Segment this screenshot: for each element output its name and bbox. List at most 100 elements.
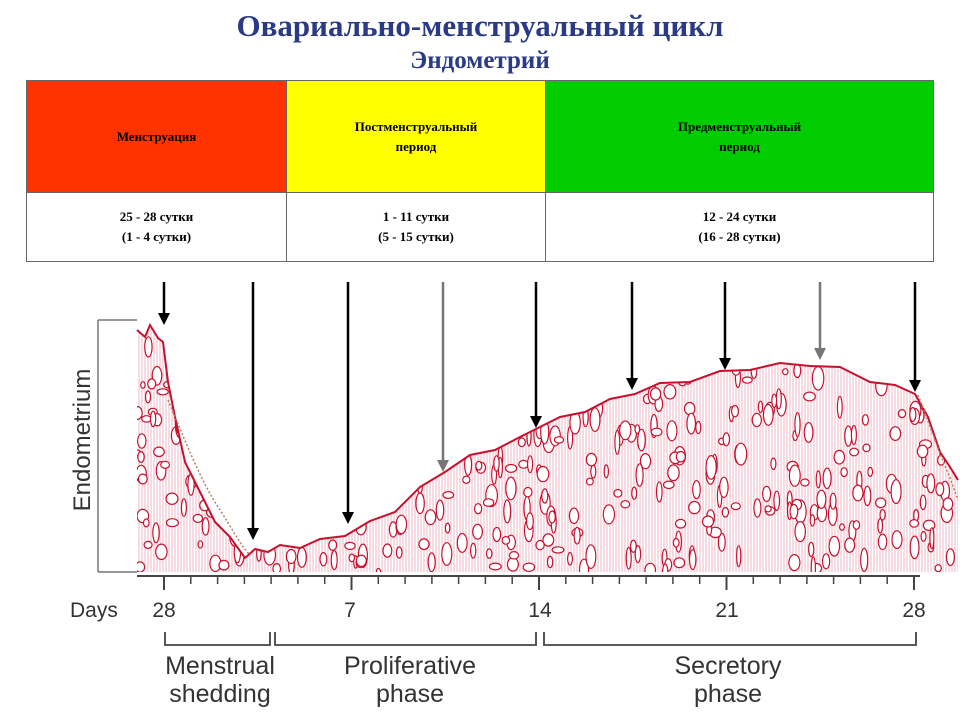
gland-shape [458,399,469,407]
time-arrow-head [158,313,170,325]
phase-secretory-line2: phase [694,680,762,708]
gland-shape [180,498,187,517]
gland-shape [666,420,678,442]
gland-shape [382,543,393,558]
gland-shape [179,391,189,409]
gland-shape [476,389,485,404]
day-tick-14: 14 [528,599,552,622]
gland-shape [286,484,294,499]
gland-shape [523,347,536,372]
gland-shape [230,380,239,389]
gland-shape [156,388,169,396]
gland-shape [522,562,536,572]
gland-shape [140,381,146,389]
gland-shape [180,381,188,392]
gland-shape [296,509,304,534]
gland-shape [280,375,292,384]
gland-shape [137,406,143,421]
gland-shape [451,386,460,410]
gland-shape [271,515,282,534]
gland-shape [504,463,518,473]
gland-shape [400,445,407,454]
gland-shape [926,370,937,382]
gland-shape [762,403,774,426]
gland-shape [241,331,253,355]
gland-shape [753,498,762,518]
gland-shape [481,413,488,429]
gland-shape [423,450,434,473]
gland-shape [578,336,586,355]
gland-shape [667,464,680,482]
gland-shape [407,454,421,466]
gland-shape [557,376,571,400]
gland-shape [264,369,272,381]
gland-shape [542,533,555,547]
shedding-debris-line-right [917,394,959,501]
gland-shape [155,543,168,561]
gland-shape [683,401,696,416]
gland-shape [503,499,512,524]
gland-shape [347,390,360,400]
gland-shape [852,484,864,502]
gland-shape [275,339,288,364]
gland-shape [943,332,951,353]
gland-shape [387,445,395,454]
gland-shape [541,365,554,377]
gland-shape [141,415,152,423]
gland-shape [619,362,628,381]
gland-shape [137,561,146,572]
gland-shape [441,542,453,566]
gland-shape [875,497,887,509]
gland-shape [199,399,212,418]
gland-shape [891,530,903,549]
gland-shape [325,515,332,534]
gland-shape [359,416,368,427]
gland-shape [909,407,917,423]
gland-shape [462,475,471,484]
gland-shape [635,463,644,487]
gland-shape [734,442,748,466]
gland-shape [759,337,768,355]
phase-header-row: Менструация Постменструальный период Пре… [26,80,934,193]
gland-shape [585,544,597,569]
gland-shape [374,363,381,374]
gland-shape [885,341,894,353]
gland-shape [934,413,946,437]
gland-shape [692,480,701,500]
gland-shape [788,464,801,487]
gland-shape [252,466,262,484]
gland-shape [660,355,667,375]
gland-shape [506,557,520,572]
gland-shape [153,446,165,458]
gland-shape [858,345,869,357]
gland-shape [757,400,764,414]
gland-shape [501,536,511,545]
gland-shape [331,479,340,504]
gland-shape [545,347,552,363]
gland-shape [741,376,753,384]
gland-shape [442,491,455,500]
gland-shape [730,502,741,511]
gland-shape [573,399,582,411]
gland-shape [568,507,580,525]
gland-shape [369,475,380,492]
gland-shape [550,390,564,411]
page-title: Овариально-менструальный цикл [236,8,724,43]
gland-shape [863,485,872,507]
gland-shape [608,364,617,377]
gland-shape [890,479,902,505]
gland-shape [926,473,936,494]
gland-shape [285,548,297,565]
gland-shape [142,518,150,528]
gland-shape [281,330,287,351]
gland-shape [663,383,677,400]
gland-shape [512,392,524,405]
gland-shape [378,419,391,440]
gland-shape [164,337,178,363]
gland-shape [578,558,590,572]
y-axis-label: Endometrium [69,369,96,512]
gland-shape [526,425,532,447]
gland-shape [341,441,348,459]
gland-shape [736,545,742,568]
gland-shape [722,432,731,447]
